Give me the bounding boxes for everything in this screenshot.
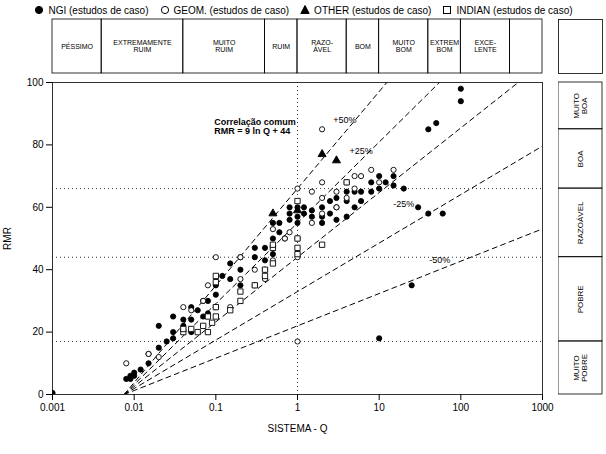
svg-text:60: 60 [32,202,44,213]
svg-text:BOA: BOA [576,150,585,168]
svg-text:RAZO-ÁVEL: RAZO-ÁVEL [311,39,333,53]
svg-text:0.01: 0.01 [124,402,144,413]
svg-text:100: 100 [27,77,44,88]
svg-text:RMR: RMR [2,227,13,250]
svg-text:EXTREMBOM: EXTREMBOM [430,39,459,53]
svg-text:RUIM: RUIM [272,43,290,50]
svg-text:BOM: BOM [355,43,371,50]
svg-text:10: 10 [374,402,386,413]
svg-text:1000: 1000 [531,402,554,413]
svg-text:EXCE-LENTE: EXCE-LENTE [474,39,497,53]
svg-text:+25%: +25% [349,146,372,156]
svg-text:1: 1 [295,402,301,413]
svg-text:-50%: -50% [429,255,450,265]
html-text:NGI (estudos de caso): NGI (estudos de caso) [48,4,149,16]
svg-text:+50%: +50% [333,115,356,125]
svg-text:40: 40 [32,264,44,275]
svg-text:RAZOÁVEL: RAZOÁVEL [576,201,585,244]
svg-text:Correlação comumRMR = 9 ln Q +: Correlação comumRMR = 9 ln Q + 44 [214,117,296,136]
svg-text:-25%: -25% [393,199,414,209]
svg-text:MUITORUIM: MUITORUIM [213,39,236,53]
html-text:OTHER (estudos de caso): OTHER (estudos de caso) [314,4,432,16]
svg-text:0.001: 0.001 [40,402,65,413]
svg-text:20: 20 [32,326,44,337]
html-text:GEOM. (estudos de caso): GEOM. (estudos de caso) [173,4,290,16]
svg-text:MUITOPOBRE: MUITOPOBRE [572,354,589,382]
svg-text:SISTEMA - Q: SISTEMA - Q [267,423,327,434]
svg-text:80: 80 [32,139,44,150]
svg-text:100: 100 [452,402,469,413]
html-text:INDIAN (estudos de caso): INDIAN (estudos de caso) [456,4,573,16]
svg-text:MUITOBOA: MUITOBOA [572,93,589,119]
svg-text:0.1: 0.1 [209,402,223,413]
svg-text:0: 0 [38,389,44,400]
svg-text:EXTREMAMENTERUIM: EXTREMAMENTERUIM [113,39,172,53]
svg-text:POBRE: POBRE [576,285,585,313]
svg-text:MUITOBOM: MUITOBOM [393,39,416,53]
svg-text:PÉSSIMO: PÉSSIMO [61,42,93,50]
